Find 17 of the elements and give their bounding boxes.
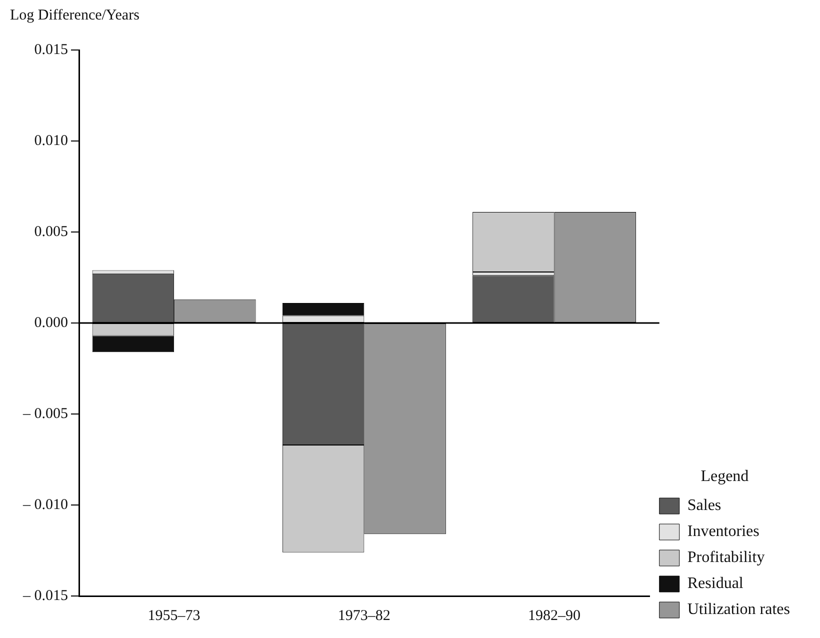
legend-title: Legend	[700, 468, 749, 486]
legend-label: Sales	[687, 497, 722, 514]
legend-label: Profitability	[687, 549, 765, 566]
y-tick-label: – 0.015	[22, 588, 68, 604]
y-tick-label: 0.015	[34, 42, 68, 58]
legend-label: Utilization rates	[687, 601, 790, 618]
y-tick-label: – 0.010	[22, 496, 68, 513]
x-tick-label: 1982–90	[528, 608, 581, 624]
y-tick-label: – 0.005	[22, 406, 68, 422]
y-tick-label: 0.000	[34, 314, 68, 331]
legend-label: Inventories	[687, 523, 760, 540]
y-tick-label: 0.005	[34, 224, 68, 240]
y-axis-title: Log Difference/Years	[10, 7, 140, 24]
legend-label: Residual	[687, 575, 744, 592]
y-tick-label: 0.010	[34, 132, 68, 149]
x-tick-label: 1955–73	[148, 608, 200, 624]
x-tick-label: 1973–82	[338, 608, 390, 624]
